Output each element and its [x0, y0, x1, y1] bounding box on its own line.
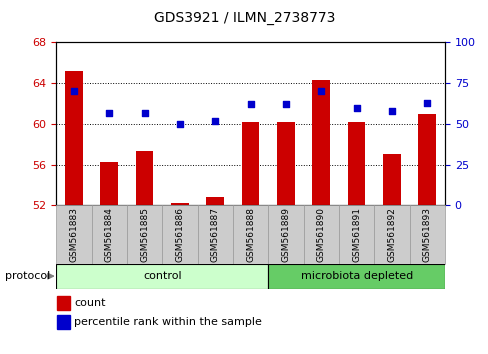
Point — [387, 108, 395, 114]
Bar — [409, 205, 444, 264]
Bar — [56, 205, 91, 264]
Point — [70, 88, 78, 94]
Text: GSM561890: GSM561890 — [316, 207, 325, 262]
Bar — [136, 152, 153, 205]
Bar — [303, 205, 338, 264]
Point — [282, 102, 289, 107]
Text: microbiota depleted: microbiota depleted — [300, 271, 412, 281]
Bar — [383, 154, 400, 205]
Bar — [268, 205, 303, 264]
Text: GSM561888: GSM561888 — [245, 207, 255, 262]
Text: GSM561887: GSM561887 — [210, 207, 219, 262]
Bar — [277, 122, 294, 205]
Bar — [127, 205, 162, 264]
Text: count: count — [74, 298, 105, 308]
Point — [141, 110, 148, 115]
Bar — [57, 296, 70, 309]
Bar — [91, 205, 127, 264]
Text: GSM561883: GSM561883 — [69, 207, 78, 262]
Bar — [418, 114, 435, 205]
Text: GSM561892: GSM561892 — [386, 207, 396, 262]
Bar — [373, 205, 409, 264]
Text: control: control — [142, 271, 181, 281]
Bar — [312, 80, 329, 205]
Point — [105, 110, 113, 115]
Point — [176, 121, 183, 127]
Bar — [162, 205, 197, 264]
Text: GSM561885: GSM561885 — [140, 207, 149, 262]
Bar — [241, 122, 259, 205]
Text: GDS3921 / ILMN_2738773: GDS3921 / ILMN_2738773 — [154, 11, 334, 25]
Text: protocol: protocol — [5, 271, 50, 281]
Bar — [171, 203, 188, 205]
Point — [352, 105, 360, 110]
Point — [246, 102, 254, 107]
Point — [423, 100, 430, 105]
Text: GSM561893: GSM561893 — [422, 207, 431, 262]
Text: GSM561884: GSM561884 — [104, 207, 114, 262]
Bar — [206, 197, 224, 205]
Text: GSM561891: GSM561891 — [351, 207, 361, 262]
Text: percentile rank within the sample: percentile rank within the sample — [74, 318, 262, 327]
Point — [211, 118, 219, 124]
Text: GSM561886: GSM561886 — [175, 207, 184, 262]
Bar — [338, 205, 373, 264]
Bar — [57, 315, 70, 329]
Bar — [100, 161, 118, 205]
Bar — [268, 264, 444, 289]
Bar — [197, 205, 232, 264]
Bar — [65, 71, 82, 205]
Bar — [347, 122, 365, 205]
Bar — [232, 205, 268, 264]
Text: GSM561889: GSM561889 — [281, 207, 290, 262]
Bar — [56, 264, 268, 289]
Point — [317, 88, 325, 94]
